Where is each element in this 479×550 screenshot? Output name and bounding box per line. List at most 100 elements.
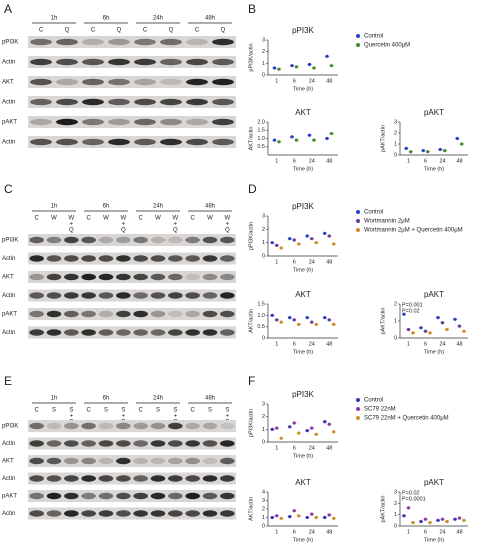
band [168, 236, 183, 244]
band [30, 38, 52, 46]
band [29, 475, 44, 482]
dot [419, 326, 423, 330]
band [185, 236, 200, 244]
dot [305, 234, 309, 238]
dot [297, 431, 301, 435]
band [160, 38, 182, 46]
y-axis-label: pAKT/actin [380, 125, 386, 152]
band [220, 273, 235, 281]
lane-label: Q [169, 28, 174, 34]
band [29, 440, 44, 447]
x-tick-label: 24 [439, 158, 445, 164]
y-tick-label: 3 [394, 119, 397, 125]
x-tick-label: 6 [424, 341, 427, 347]
y-tick-label: 3 [262, 401, 265, 407]
time-label: 6h [103, 204, 110, 210]
row-label: pPI3K [2, 40, 18, 46]
row-label: pPI3K [2, 238, 18, 244]
chart-title: pAKT [424, 290, 444, 299]
lane-label: Q [65, 28, 70, 34]
x-tick-label: 24 [309, 445, 315, 451]
band [81, 510, 96, 517]
y-tick-label: 0 [394, 152, 397, 158]
band [212, 58, 234, 66]
band [134, 78, 156, 86]
dot [455, 136, 459, 141]
band [116, 310, 131, 318]
x-tick-label: 6 [293, 445, 296, 451]
legend-label: Quercetin 400μM [364, 43, 410, 49]
x-tick-label: 48 [326, 158, 332, 164]
chart-title: pAKT [424, 108, 444, 117]
band [133, 492, 148, 500]
dot [438, 147, 442, 152]
time-label: 24h [153, 204, 163, 210]
band [212, 78, 234, 86]
band [81, 292, 96, 299]
band [185, 440, 200, 447]
x-tick-label: 24 [309, 259, 315, 265]
dot [275, 426, 279, 430]
lane-label: + [226, 222, 230, 228]
band [56, 98, 78, 106]
band [108, 38, 130, 46]
lane-label: Q [121, 228, 126, 234]
x-axis-label: Time (h) [424, 349, 444, 355]
lane-label: W [172, 216, 178, 222]
band [168, 440, 183, 447]
lane-label: S [208, 408, 212, 414]
band [150, 273, 166, 281]
row-label: Actin [2, 511, 15, 517]
band [64, 329, 79, 336]
row-label: AKT [2, 275, 14, 281]
row-label: AKT [2, 459, 14, 465]
dot [310, 426, 314, 430]
x-axis-label: Time (h) [424, 166, 444, 172]
dot [426, 150, 430, 154]
x-tick-label: 6 [424, 158, 427, 164]
band [116, 236, 131, 244]
legend-marker [356, 398, 360, 402]
chart-title: pPI3K [292, 390, 314, 399]
y-tick-label: 3 [262, 213, 265, 219]
band [98, 329, 114, 336]
dot [270, 515, 274, 520]
band [29, 510, 44, 517]
band [150, 310, 166, 318]
band [168, 457, 183, 465]
dot [307, 133, 312, 137]
y-tick-label: 1.5 [257, 128, 265, 134]
band [150, 329, 166, 336]
band [81, 422, 96, 430]
lane-label: C [195, 28, 200, 34]
dot [310, 320, 314, 324]
y-tick-label: 2 [394, 130, 397, 136]
dot [288, 316, 292, 320]
x-tick-label: 24 [309, 158, 315, 164]
lane-label: Q [225, 228, 230, 234]
y-axis-label: AKT/actin [248, 127, 254, 151]
dot [327, 422, 331, 426]
dot [332, 322, 336, 326]
lane-label: + [174, 414, 178, 420]
y-tick-label: 1 [262, 61, 265, 67]
band [81, 440, 96, 447]
dot [443, 149, 447, 153]
band [29, 273, 44, 281]
band [116, 422, 131, 430]
dot [292, 238, 296, 242]
band [168, 510, 183, 517]
band [82, 78, 104, 86]
band [30, 78, 52, 86]
lane-label: C [138, 408, 143, 414]
x-tick-label: 24 [309, 341, 315, 347]
band [29, 236, 44, 244]
x-tick-label: 6 [424, 529, 427, 535]
dot [323, 231, 327, 235]
row-label: Actin [2, 256, 15, 262]
y-tick-label: 1.0 [257, 313, 265, 319]
dot [288, 515, 292, 519]
dot [297, 242, 301, 246]
legend-marker [356, 416, 360, 420]
dot [277, 140, 281, 144]
